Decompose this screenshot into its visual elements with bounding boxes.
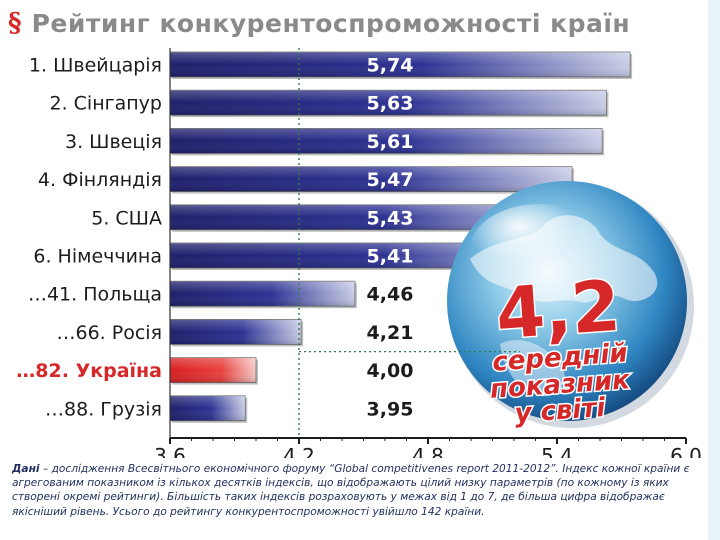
- category-label: …41. Польща: [28, 284, 162, 306]
- footnote-text: – дослідження Всесвітнього економічного …: [12, 463, 690, 518]
- category-labels: 1. Швейцарія 2. Сінгапур 3. Швеція 4. Фінля…: [16, 55, 162, 421]
- value-label: 5,47: [367, 169, 414, 191]
- value-label: 5,41: [367, 246, 414, 268]
- bar-gloss: [170, 357, 256, 383]
- right-edge-strip: [708, 0, 720, 540]
- bar-gloss: [170, 128, 603, 154]
- x-tick-label: 6,0: [670, 444, 702, 458]
- category-label: 5. США: [91, 207, 162, 229]
- globe-callout: 4,2 середній показник у світі: [447, 181, 694, 431]
- competitiveness-bar-chart: 1. Швейцарія 2. Сінгапур 3. Швеція 4. Фінля…: [16, 48, 702, 458]
- x-tick-label: 5,4: [541, 444, 573, 458]
- callout-value: 4,2: [493, 265, 622, 355]
- x-tick-label: 4,8: [412, 444, 444, 458]
- footnote-lead: Дані: [12, 463, 40, 475]
- value-label: 5,74: [367, 55, 414, 77]
- globe-highlight: [470, 204, 610, 294]
- x-tick-label: 3,6: [154, 444, 186, 458]
- x-tick-label: 4,2: [283, 444, 315, 458]
- x-axis: 3,6 4,2 4,8 5,4 6,0: [154, 48, 702, 458]
- page-title: § Рейтинг конкурентоспроможності країн: [8, 6, 630, 40]
- callout-line3: у світі: [514, 393, 608, 429]
- value-label: 4,00: [367, 360, 414, 382]
- bar-gloss: [170, 90, 607, 116]
- bar-gloss: [170, 319, 302, 345]
- bar-gloss: [170, 395, 246, 421]
- bars: 5,74 5,63 5,61 5,47 5,43 5,41 4,46 4,21 4,00 3,95: [169, 51, 633, 423]
- category-label: …66. Росія: [57, 322, 163, 344]
- bar-gloss: [170, 281, 355, 307]
- title-text: Рейтинг конкурентоспроможності країн: [31, 8, 631, 38]
- category-label: 4. Фінляндія: [38, 169, 162, 191]
- globe-landmass-2: [500, 340, 565, 397]
- value-label: 5,63: [367, 93, 414, 115]
- footnote: Дані – дослідження Всесвітнього економіч…: [12, 462, 712, 519]
- category-label: 3. Швеція: [65, 131, 162, 153]
- bar-gloss: [170, 166, 573, 192]
- value-label: 4,21: [367, 322, 414, 344]
- value-label: 3,95: [367, 398, 414, 420]
- value-label: 5,61: [367, 131, 414, 153]
- category-label: 1. Швейцарія: [29, 55, 162, 77]
- value-label: 5,43: [367, 207, 414, 229]
- category-label: …82. Україна: [16, 360, 162, 382]
- bar-gloss: [170, 52, 631, 77]
- section-symbol: §: [8, 8, 22, 38]
- category-label: 6. Німеччина: [33, 246, 162, 268]
- category-label: …88. Грузія: [45, 398, 162, 420]
- value-label: 4,46: [367, 284, 414, 306]
- category-label: 2. Сінгапур: [50, 93, 163, 115]
